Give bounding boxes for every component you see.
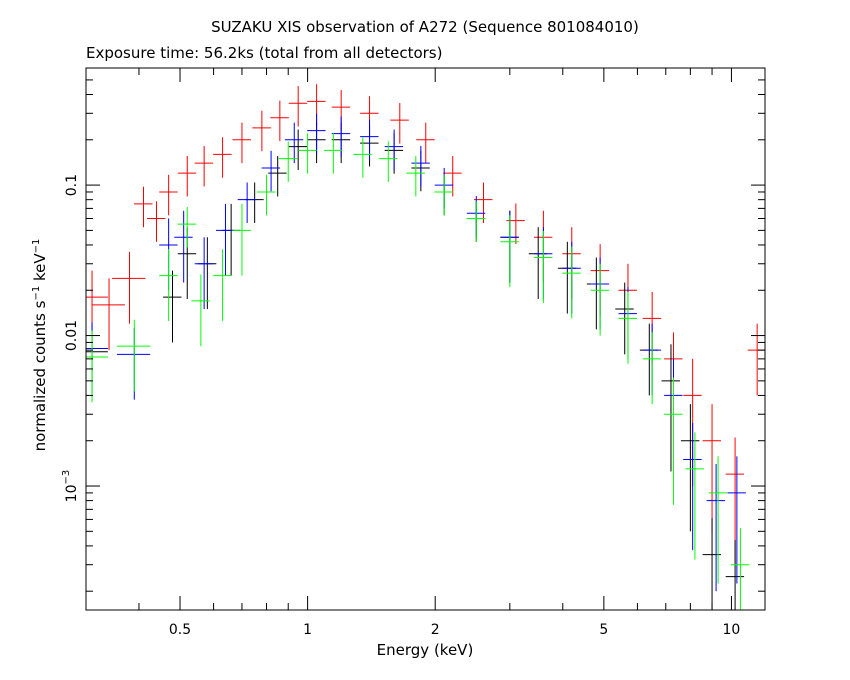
data-point xyxy=(213,137,232,178)
series-3 xyxy=(86,133,750,610)
data-point xyxy=(680,404,700,532)
data-point xyxy=(288,129,308,170)
y-label-pre: normalized counts s xyxy=(31,300,49,452)
data-point xyxy=(390,103,409,144)
data-point xyxy=(261,150,281,192)
data-point xyxy=(706,464,726,592)
data-point xyxy=(237,182,257,223)
data-point xyxy=(278,141,298,182)
x-tick-label: 2 xyxy=(431,622,440,638)
data-point xyxy=(112,251,146,324)
data-point xyxy=(685,432,704,560)
data-point xyxy=(91,278,125,351)
x-tick-label: 5 xyxy=(599,622,608,638)
data-point xyxy=(474,182,493,223)
data-point xyxy=(360,119,379,160)
data-point xyxy=(378,141,398,182)
data-point xyxy=(406,156,425,197)
data-point xyxy=(174,210,193,283)
data-point xyxy=(298,133,317,174)
data-point xyxy=(702,404,722,532)
data-point xyxy=(664,377,683,505)
series-2 xyxy=(86,113,746,592)
series-1 xyxy=(86,122,745,610)
data-point xyxy=(730,528,750,610)
data-point xyxy=(590,263,610,336)
data-point xyxy=(618,291,637,364)
x-tick-label: 1 xyxy=(303,622,312,638)
axis-layer: 0.5 1 2 5 10 0.1 0.01 10−3 xyxy=(61,67,766,638)
data-point xyxy=(252,110,271,152)
data-point xyxy=(708,456,728,584)
data-point xyxy=(533,231,553,303)
data-point xyxy=(661,344,680,472)
data-point xyxy=(642,332,662,405)
y-tick-label: 0.1 xyxy=(64,174,80,196)
data-point xyxy=(270,100,289,142)
data-point xyxy=(213,249,232,321)
data-point xyxy=(216,203,235,276)
data-point xyxy=(586,257,606,330)
data-point xyxy=(683,422,702,551)
data-point xyxy=(116,327,151,400)
y-axis-label: normalized counts s−1 keV−1 xyxy=(31,239,49,452)
data-point xyxy=(232,122,251,164)
data-point xyxy=(194,145,214,187)
data-point xyxy=(500,215,519,288)
data-point xyxy=(159,174,178,216)
data-point xyxy=(639,323,659,396)
data-point xyxy=(221,203,241,276)
data-point xyxy=(191,274,210,347)
data-point xyxy=(353,137,372,178)
data-point xyxy=(506,203,525,244)
y-label-mid: keV xyxy=(31,253,49,286)
data-point xyxy=(177,156,197,197)
data-point xyxy=(288,86,308,127)
data-point xyxy=(245,182,264,223)
data-point xyxy=(116,319,151,392)
data-point xyxy=(163,270,182,343)
data-point xyxy=(194,237,214,310)
data-point xyxy=(528,227,548,299)
data-point xyxy=(323,133,343,174)
data-point xyxy=(557,241,577,314)
data-point xyxy=(725,540,745,610)
x-tick-label: 0.5 xyxy=(169,622,191,638)
data-point xyxy=(147,201,166,242)
data-point xyxy=(257,174,276,216)
data-point xyxy=(466,201,486,242)
data-point xyxy=(434,174,454,216)
data-point xyxy=(747,323,765,396)
y-label-sup1: −1 xyxy=(31,285,42,301)
y-label-sup2: −1 xyxy=(31,238,42,254)
plot-frame xyxy=(85,67,766,611)
data-point xyxy=(232,203,251,276)
x-tick-label: 10 xyxy=(723,622,741,638)
data-point xyxy=(177,207,197,248)
chart-subtitle: Exposure time: 56.2ks (total from all de… xyxy=(86,44,443,62)
y-tick-label: 0.01 xyxy=(64,320,80,351)
series-layer xyxy=(86,84,765,610)
data-point xyxy=(416,122,435,164)
data-point xyxy=(562,246,581,319)
data-point xyxy=(134,186,153,228)
y-tick-label: 10−3 xyxy=(61,470,80,503)
data-point xyxy=(411,145,430,187)
data-point xyxy=(443,156,462,197)
x-axis-label: Energy (keV) xyxy=(376,641,474,659)
data-point xyxy=(284,122,304,164)
data-point xyxy=(159,249,178,321)
chart-title: SUZAKU XIS observation of A272 (Sequence… xyxy=(211,18,639,36)
data-point xyxy=(307,113,326,154)
data-point xyxy=(384,129,404,170)
data-point xyxy=(727,456,746,584)
